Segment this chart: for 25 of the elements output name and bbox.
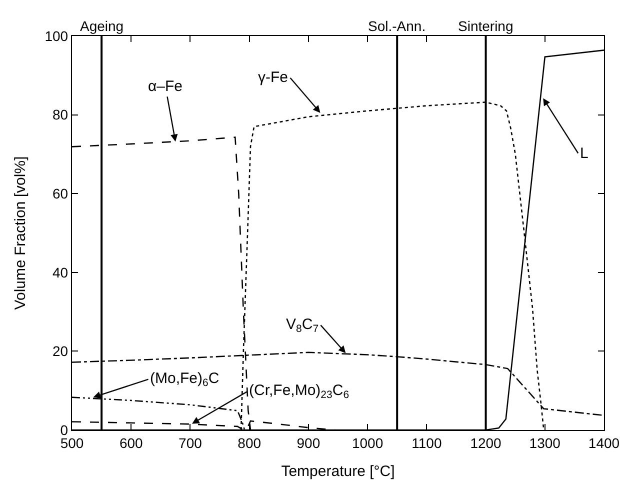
ref-line-label: Ageing xyxy=(80,18,124,34)
y-axis-title: Volume Fraction [vol%] xyxy=(12,156,29,310)
ref-line-label: Sol.-Ann. xyxy=(368,18,426,34)
x-tick-label: 700 xyxy=(178,434,202,451)
annotation: (Mo,Fe)$_{6}$C xyxy=(150,370,220,390)
x-tick-label: 1200 xyxy=(470,434,502,451)
y-tick-label: 80 xyxy=(52,106,68,123)
x-axis-title: Temperature [°C] xyxy=(281,462,395,480)
annotation: γ-Fe xyxy=(258,69,288,86)
x-tick-label: 1100 xyxy=(412,434,442,451)
y-tick-label: 100 xyxy=(44,28,68,44)
y-tick-label: 40 xyxy=(52,264,68,280)
annotation: V$_{8}$C$_{7}$ xyxy=(286,316,319,336)
x-tick-label: 1400 xyxy=(588,434,620,451)
y-tick-label: 20 xyxy=(52,343,68,360)
annotation: L xyxy=(580,145,588,162)
annotation: (Cr,Fe,Mo)$_{23}$C$_{6}$ xyxy=(249,382,350,402)
x-tick-label: 1300 xyxy=(529,434,561,451)
y-tick-label: 60 xyxy=(52,186,68,202)
x-tick-label: 1000 xyxy=(352,434,384,451)
x-tick-label: 800 xyxy=(238,434,262,451)
annotation: α–Fe xyxy=(148,78,183,95)
x-tick-label: 900 xyxy=(296,434,320,451)
ref-line-label: Sintering xyxy=(458,18,514,34)
x-tick-label: 600 xyxy=(119,434,144,451)
